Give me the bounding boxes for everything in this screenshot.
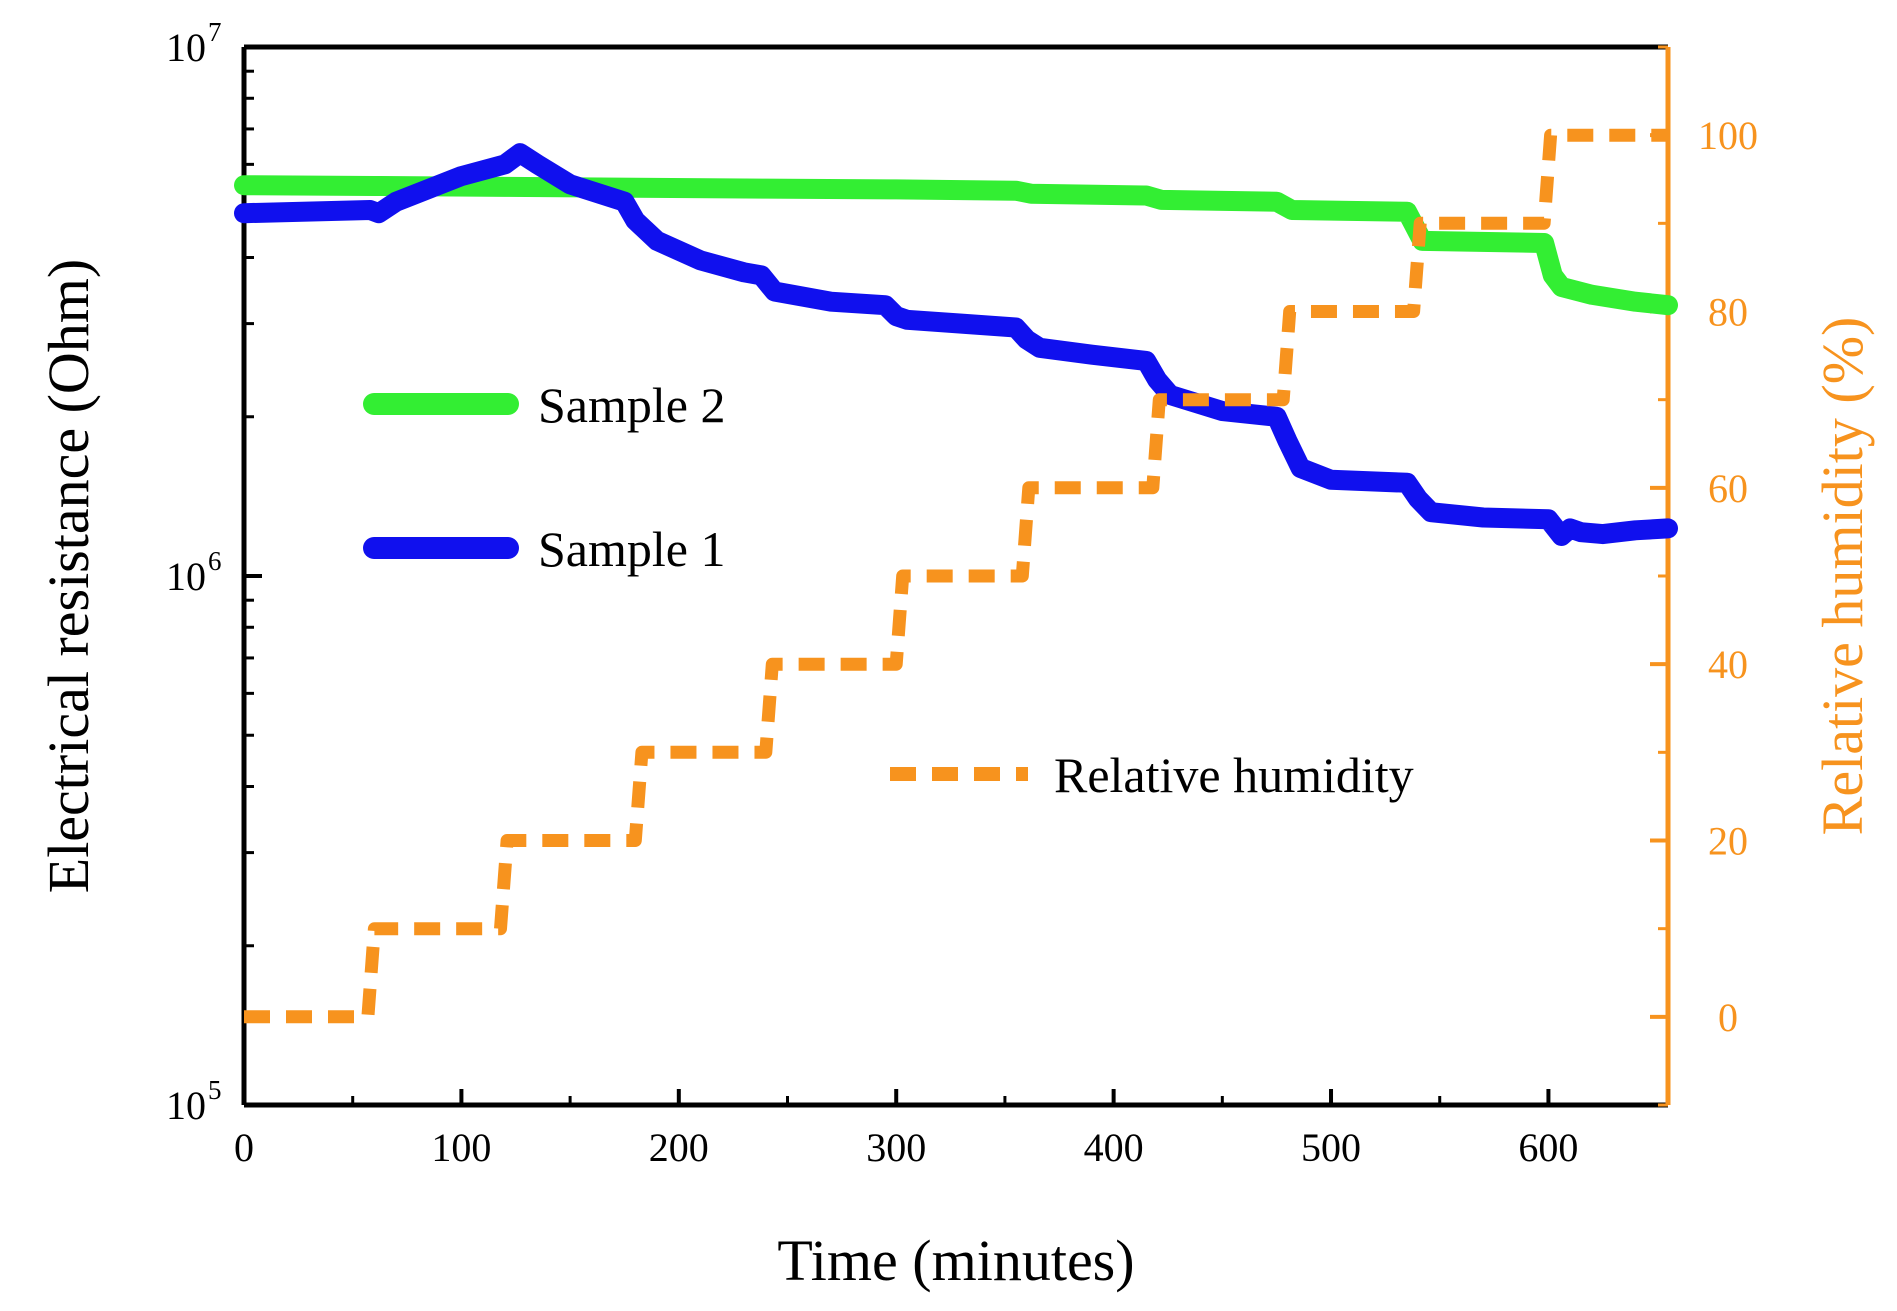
x-axis-title: Time (minutes) <box>777 1228 1134 1293</box>
y2-tick-label: 60 <box>1708 466 1748 511</box>
x-tick-label: 600 <box>1518 1125 1578 1170</box>
legend-label-relative-humidity: Relative humidity <box>1054 747 1414 803</box>
y-tick-base: 10 <box>166 1083 206 1128</box>
y-tick-exponent: 5 <box>208 1075 222 1105</box>
y2-tick-label: 100 <box>1698 113 1758 158</box>
y2-tick-label: 80 <box>1708 290 1748 335</box>
legend-item-sample-1: Sample 1 <box>363 521 725 577</box>
y-tick-base: 10 <box>166 25 206 70</box>
x-tick-label: 0 <box>234 1125 254 1170</box>
y2-axis-title: Relative humidity (%) <box>1810 317 1875 836</box>
legend: Sample 2 Sample 1 Relative humidity <box>363 377 1414 803</box>
x-tick-label: 100 <box>431 1125 491 1170</box>
x-axis-ticks: 0 100 200 300 400 500 600 <box>234 1089 1578 1170</box>
y-axis-title: Electrical resistance (Ohm) <box>36 259 101 893</box>
y-tick-exponent: 6 <box>208 546 222 576</box>
legend-label-sample-2: Sample 2 <box>538 377 725 433</box>
line-sample-2 <box>234 175 1678 316</box>
legend-item-relative-humidity: Relative humidity <box>890 747 1414 803</box>
y2-tick-label: 20 <box>1708 819 1748 864</box>
x-tick-label: 300 <box>866 1125 926 1170</box>
y2-tick-label: 0 <box>1718 995 1738 1040</box>
x-tick-label: 500 <box>1301 1125 1361 1170</box>
y-tick-label: 10 5 <box>166 1075 222 1128</box>
series-layer <box>234 128 1678 1024</box>
y-tick-base: 10 <box>166 554 206 599</box>
line-relative-humidity <box>244 128 1668 1024</box>
x-tick-label: 400 <box>1084 1125 1144 1170</box>
x-tick-label: 200 <box>649 1125 709 1170</box>
y-tick-exponent: 7 <box>208 17 222 47</box>
legend-label-sample-1: Sample 1 <box>538 521 725 577</box>
legend-item-sample-2: Sample 2 <box>363 377 725 433</box>
line-sample-1 <box>234 143 1678 546</box>
y2-tick-label: 40 <box>1708 642 1748 687</box>
y-tick-label: 10 6 <box>166 546 222 599</box>
y-tick-label: 10 7 <box>166 17 222 70</box>
y2-axis-ticks: 0 20 40 60 80 100 <box>1650 45 1758 1107</box>
